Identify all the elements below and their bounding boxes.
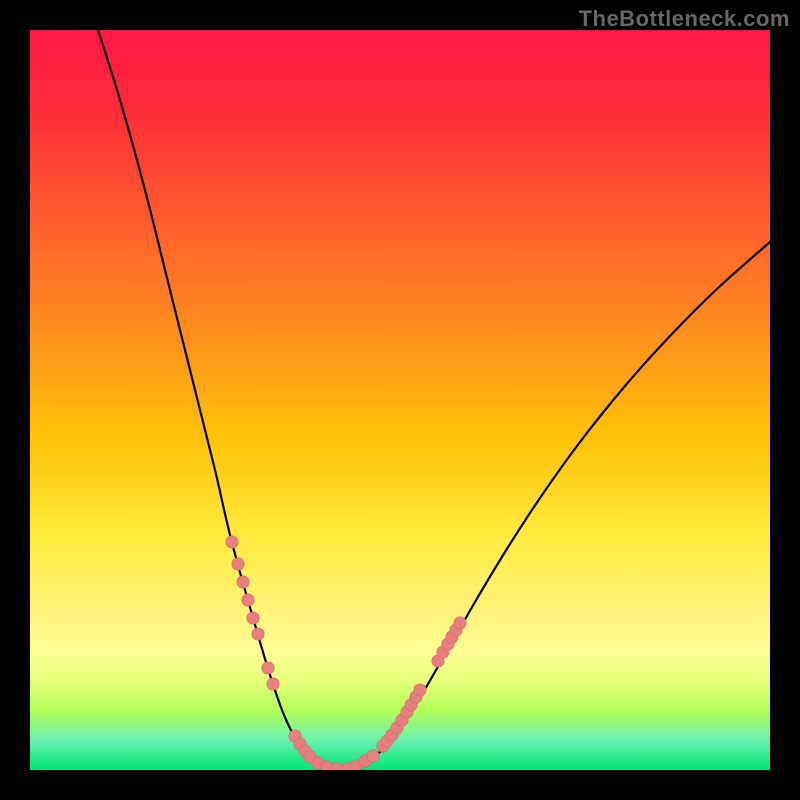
- curve-layer: [30, 30, 770, 770]
- bead-marker: [242, 594, 254, 606]
- bead-marker: [232, 558, 244, 570]
- bead-marker: [454, 617, 466, 629]
- bead-marker: [226, 536, 238, 548]
- bead-marker: [262, 662, 274, 674]
- bead-marker: [247, 612, 259, 624]
- bead-marker: [237, 576, 249, 588]
- bead-marker: [267, 678, 279, 690]
- bead-marker: [414, 684, 426, 696]
- bead-marker: [367, 750, 379, 762]
- bead-marker: [252, 628, 264, 640]
- watermark-text: TheBottleneck.com: [579, 6, 790, 32]
- bead-cluster-group: [226, 536, 466, 770]
- chart-plot-area: [30, 30, 770, 770]
